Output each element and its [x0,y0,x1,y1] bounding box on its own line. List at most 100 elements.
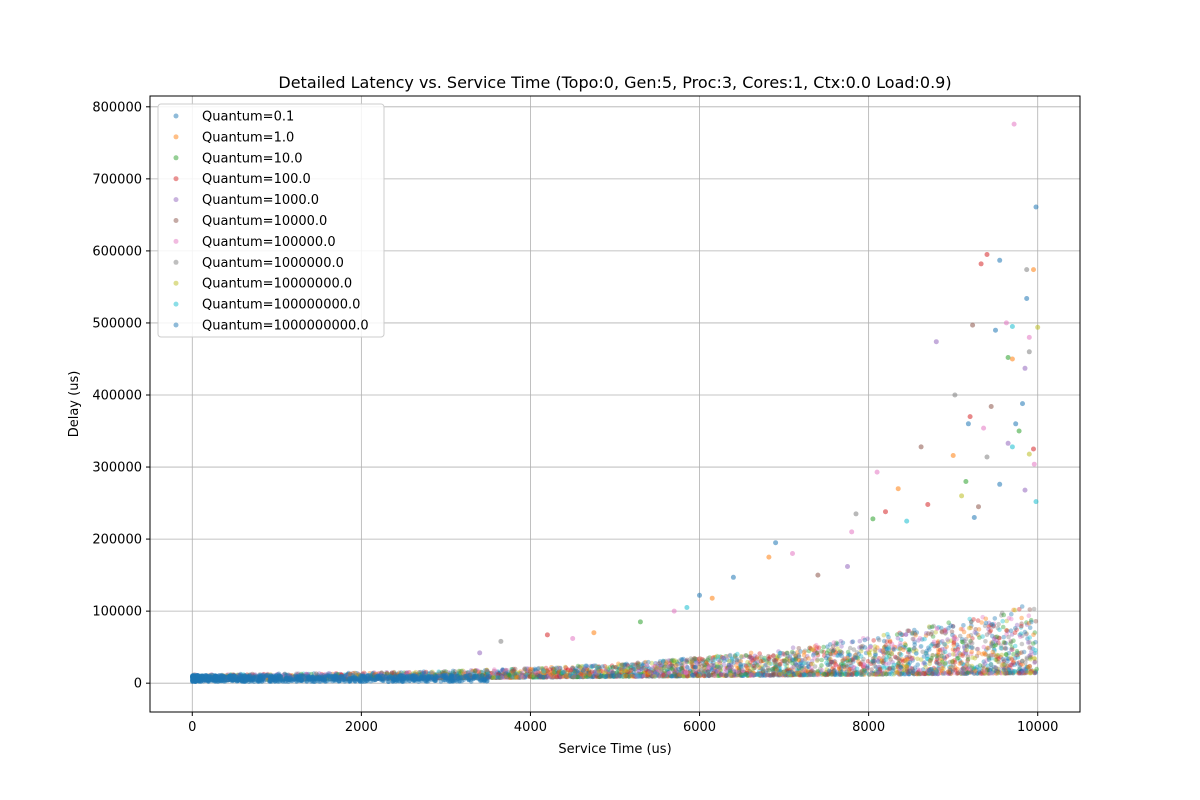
scatter-point [920,670,926,676]
scatter-point [653,661,659,666]
scatter-point [830,659,835,665]
scatter-point [775,669,780,675]
scatter-point [867,644,873,650]
scatter-point [983,616,989,622]
scatter-point [1027,625,1033,630]
scatter-point [380,676,385,681]
scatter-point [347,672,353,678]
scatter-point [322,675,327,681]
scatter-point [403,671,408,677]
scatter-point [868,647,873,653]
scatter-point [898,662,904,668]
scatter-point [604,673,609,679]
scatter-point [902,667,908,673]
scatter-point [881,638,887,644]
scatter-point [655,672,660,677]
scatter-point [815,668,820,674]
scatter-point [457,675,463,680]
scatter-point [985,669,991,675]
scatter-point [365,676,371,681]
scatter-point [603,674,608,680]
scatter-point [614,664,619,670]
scatter-point [884,672,889,677]
scatter-point [812,655,817,661]
scatter-point [736,665,741,671]
scatter-point [702,668,708,674]
scatter-point [717,660,723,666]
scatter-point [999,646,1005,651]
scatter-point [587,672,592,677]
scatter-point [235,675,241,680]
scatter-point [934,669,939,675]
scatter-point [286,677,292,682]
scatter-point [758,666,764,671]
scatter-point [495,673,501,679]
scatter-point [235,676,241,682]
scatter-point [627,671,632,676]
scatter-point [654,672,660,678]
scatter-point [838,668,843,674]
scatter-point [906,669,912,674]
scatter-point [541,675,547,680]
scatter-point [852,655,858,660]
scatter-point [193,675,199,680]
scatter-point [300,676,306,681]
scatter-point [844,671,850,677]
scatter-point [713,665,719,670]
scatter-point [554,665,559,671]
scatter-point [959,667,965,672]
scatter-point [987,653,992,659]
scatter-point [491,670,497,676]
scatter-point [1014,627,1019,633]
scatter-point [738,672,743,678]
scatter-point [660,672,665,678]
scatter-point [734,663,739,668]
scatter-point [609,669,615,675]
scatter-point [419,675,425,681]
scatter-point [1027,645,1032,650]
scatter-point [593,672,599,678]
scatter-point [489,671,495,677]
scatter-point [635,673,641,679]
scatter-point [650,665,655,670]
scatter-point [791,651,797,656]
scatter-point [1000,666,1006,671]
scatter-point [972,656,978,661]
scatter-point [625,673,630,678]
scatter-point [1022,629,1028,635]
scatter-point [441,670,446,676]
scatter-point [935,671,941,677]
scatter-point [680,668,685,674]
scatter-point [327,676,333,682]
scatter-point [861,656,866,662]
scatter-point [270,676,275,682]
scatter-point [946,669,951,674]
scatter-point [743,653,748,658]
scatter-point [364,678,370,684]
scatter-point [291,676,296,682]
scatter-point [450,670,456,675]
scatter-point [633,674,639,679]
scatter-point [929,624,935,630]
scatter-point [939,658,944,663]
scatter-point [354,673,360,678]
scatter-point [860,643,866,649]
scatter-point [474,675,479,680]
scatter-point [766,656,772,661]
scatter-point [1004,628,1009,633]
scatter-point [661,672,666,678]
scatter-point [908,656,913,662]
scatter-point [609,670,614,676]
scatter-point [927,661,932,667]
scatter-point [238,673,243,678]
scatter-point [946,671,951,676]
scatter-point [772,659,778,664]
scatter-point [1001,664,1007,670]
scatter-point [616,672,622,677]
scatter-point [394,676,399,681]
scatter-point [860,659,865,665]
scatter-point [586,671,592,676]
scatter-point [774,656,779,661]
scatter-point [814,645,820,650]
scatter-point [767,673,773,678]
